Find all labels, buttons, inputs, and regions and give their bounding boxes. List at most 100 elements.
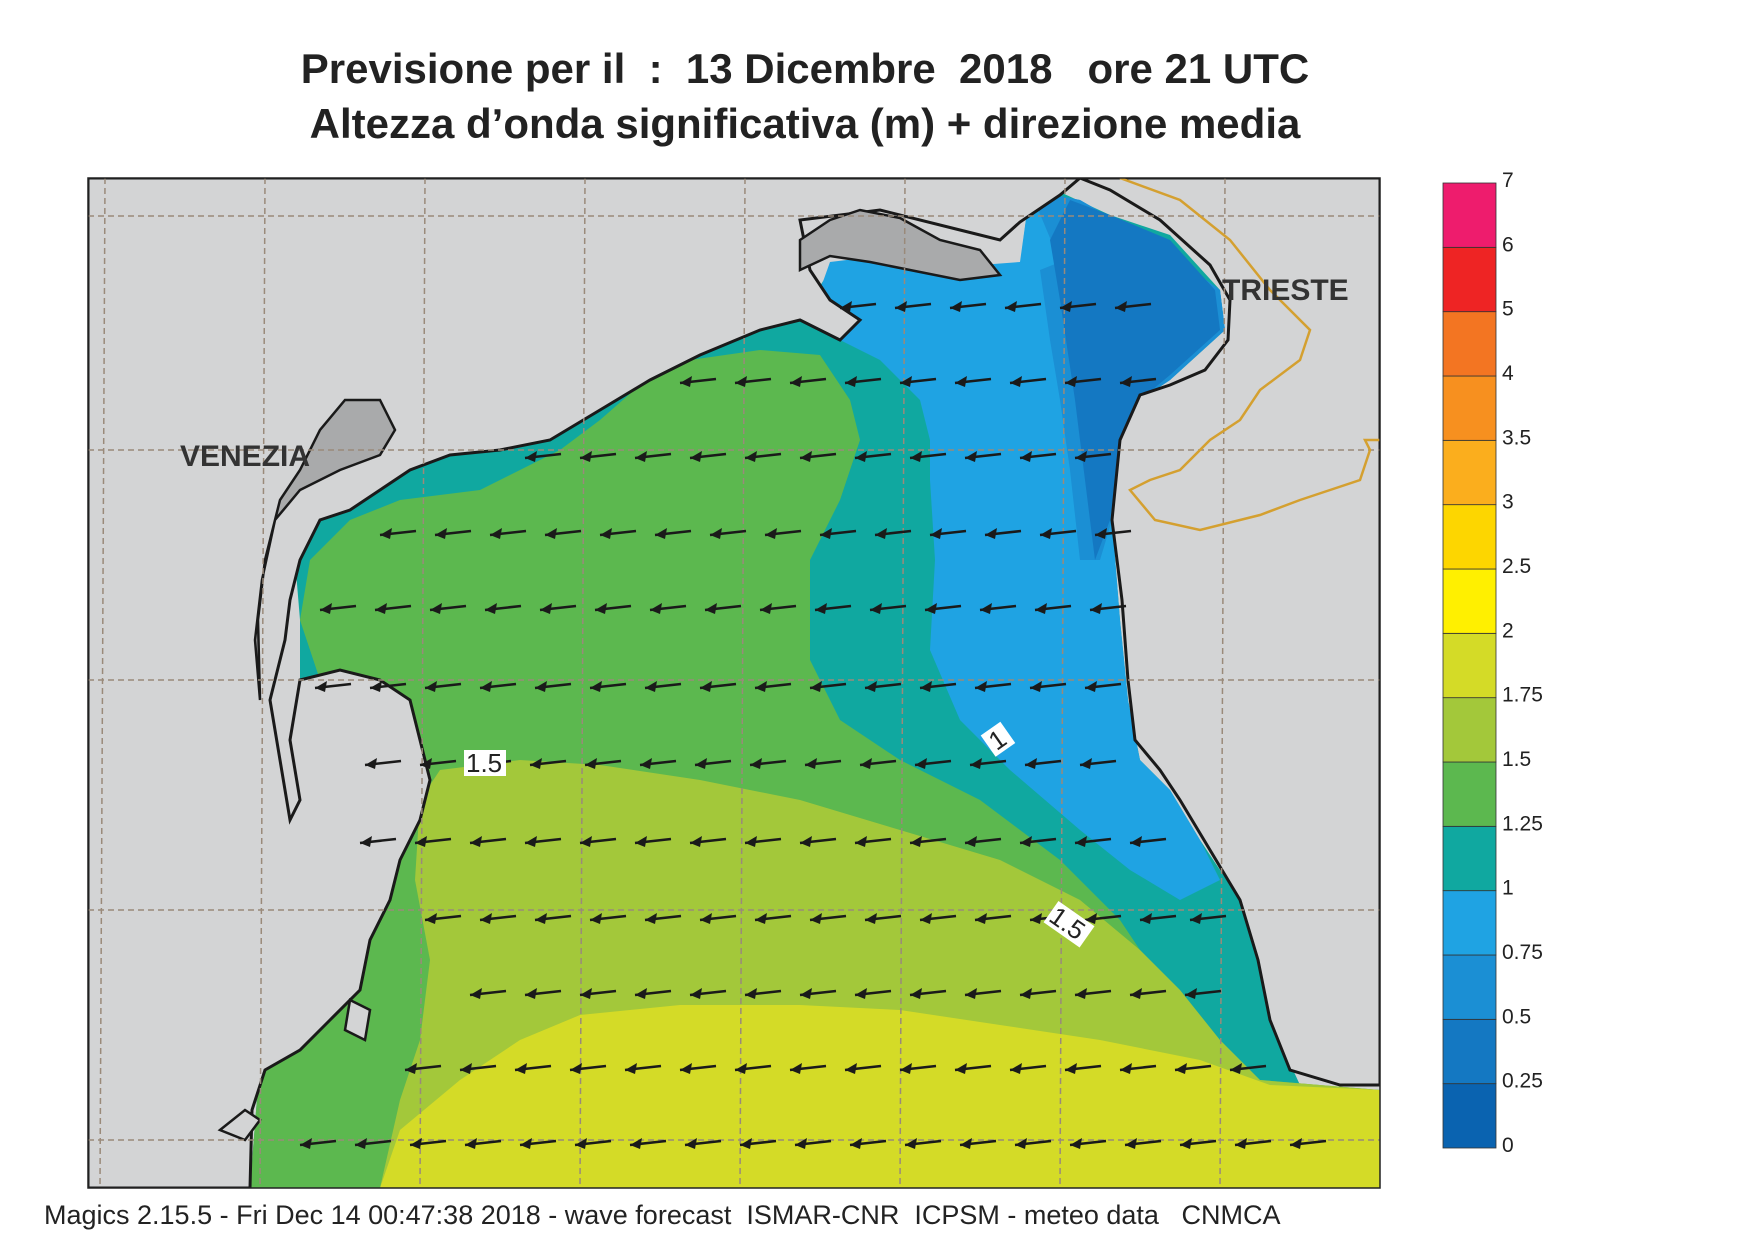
wave-arrow-head <box>905 1138 917 1149</box>
wave-arrow-head <box>515 1063 527 1074</box>
wave-arrow-head <box>650 603 662 614</box>
wave-arrow-head <box>735 1063 747 1074</box>
wave-arrow-head <box>895 301 907 312</box>
wave-arrow-head <box>370 681 382 692</box>
wave-arrow-head <box>800 451 812 462</box>
wave-arrow-head <box>845 376 857 387</box>
wave-arrow-head <box>865 681 877 692</box>
legend-swatch <box>1442 632 1497 699</box>
venice-lagoon <box>253 398 397 701</box>
city-label-trieste: TRIESTE <box>1222 274 1349 307</box>
wave-arrow-head <box>1020 836 1032 847</box>
wave-arrow-head <box>1095 528 1107 539</box>
wave-arrow-head <box>1120 376 1132 387</box>
wave-arrow-head <box>865 913 877 924</box>
wave-arrow-head <box>1235 1138 1247 1149</box>
footer-credits: Magics 2.15.5 - Fri Dec 14 00:47:38 2018… <box>44 1200 1281 1230</box>
wave-arrow-head <box>790 1063 802 1074</box>
wave-arrow-head <box>975 913 987 924</box>
wave-arrow-head <box>755 913 767 924</box>
wave-arrow-head <box>695 758 707 769</box>
wave-arrow-head <box>820 528 832 539</box>
wave-arrow-head <box>580 988 592 999</box>
wave-arrow-head <box>535 913 547 924</box>
wave-arrow-head <box>360 836 372 847</box>
wave-arrow-head <box>1065 376 1077 387</box>
wave-arrow-head <box>680 1063 692 1074</box>
wave-arrow-head <box>585 758 597 769</box>
wave-arrow-head <box>525 836 537 847</box>
wave-arrow-head <box>960 1138 972 1149</box>
wave-arrow-head <box>685 1138 697 1149</box>
wave-arrow-head <box>535 681 547 692</box>
wave-arrow-head <box>545 528 557 539</box>
wave-arrow-head <box>1070 1138 1082 1149</box>
wave-arrow-head <box>680 376 692 387</box>
wave-arrow-head <box>1120 1063 1132 1074</box>
wave-arrow-head <box>570 1063 582 1074</box>
wave-arrow-head <box>540 603 552 614</box>
legend-tick-label: 7 <box>1502 169 1514 192</box>
wave-arrow-head <box>1030 913 1042 924</box>
legend-tick-label: 0 <box>1502 1134 1514 1157</box>
legend-tick-label: 0.75 <box>1502 941 1543 964</box>
wave-arrow-head <box>590 681 602 692</box>
legend-swatch <box>1442 504 1497 570</box>
legend-tick-label: 2 <box>1502 619 1514 642</box>
wave-arrow-head <box>365 758 377 769</box>
wave-arrow-head <box>320 603 332 614</box>
legend-tick-label: 0.5 <box>1502 1005 1531 1028</box>
wave-arrow-head <box>1130 988 1142 999</box>
wave-arrow-head <box>1115 301 1127 312</box>
wave-direction-arrows <box>299 301 1327 1149</box>
wave-arrow-head <box>480 681 492 692</box>
wave-arrow-head <box>640 758 652 769</box>
wave-arrow-head <box>955 1063 967 1074</box>
wave-arrow-head <box>465 1138 477 1149</box>
wave-arrow-head <box>645 913 657 924</box>
wave-arrow-head <box>1015 1138 1027 1149</box>
wave-arrow-head <box>875 528 887 539</box>
wave-arrow-head <box>470 988 482 999</box>
wave-arrow-head <box>1020 988 1032 999</box>
wave-arrow-head <box>595 603 607 614</box>
wave-arrow-head <box>1035 603 1047 614</box>
wave-arrow-head <box>850 1138 862 1149</box>
contour-label-1: 1.5 <box>464 748 506 778</box>
wave-arrow-head <box>460 1063 472 1074</box>
wave-arrow-head <box>920 913 932 924</box>
wave-arrow-head <box>1075 988 1087 999</box>
wave-arrow-head <box>300 1138 312 1149</box>
wave-arrow-head <box>635 836 647 847</box>
wave-arrow-head <box>420 758 432 769</box>
wave-arrow-head <box>590 913 602 924</box>
trieste-gulf-land <box>798 208 1003 282</box>
wave-arrow-head <box>355 1138 367 1149</box>
legend-swatch <box>1442 761 1497 827</box>
wave-arrow-head <box>520 1138 532 1149</box>
legend-tick-label: 4 <box>1502 362 1514 385</box>
wave-arrow-head <box>900 1063 912 1074</box>
wave-arrow-head <box>630 1138 642 1149</box>
national-border <box>1119 178 1380 532</box>
legend-swatch <box>1442 890 1497 956</box>
wave-arrow-head <box>840 301 852 312</box>
wave-arrow-head <box>710 528 722 539</box>
wave-arrow-head <box>740 1138 752 1149</box>
wave-arrow-head <box>965 836 977 847</box>
wave-arrow-head <box>805 758 817 769</box>
wave-arrow-head <box>635 451 647 462</box>
wave-arrow-head <box>855 988 867 999</box>
legend-swatch <box>1442 439 1497 506</box>
wave-arrow-head <box>410 1138 422 1149</box>
wave-arrow-head <box>435 528 447 539</box>
wave-arrow-head <box>580 836 592 847</box>
wave-arrow-head <box>815 603 827 614</box>
wave-arrow-head <box>975 681 987 692</box>
wave-arrow-head <box>1090 603 1102 614</box>
wave-arrow-head <box>800 988 812 999</box>
wave-arrow-head <box>930 528 942 539</box>
wave-arrow-head <box>1180 1138 1192 1149</box>
